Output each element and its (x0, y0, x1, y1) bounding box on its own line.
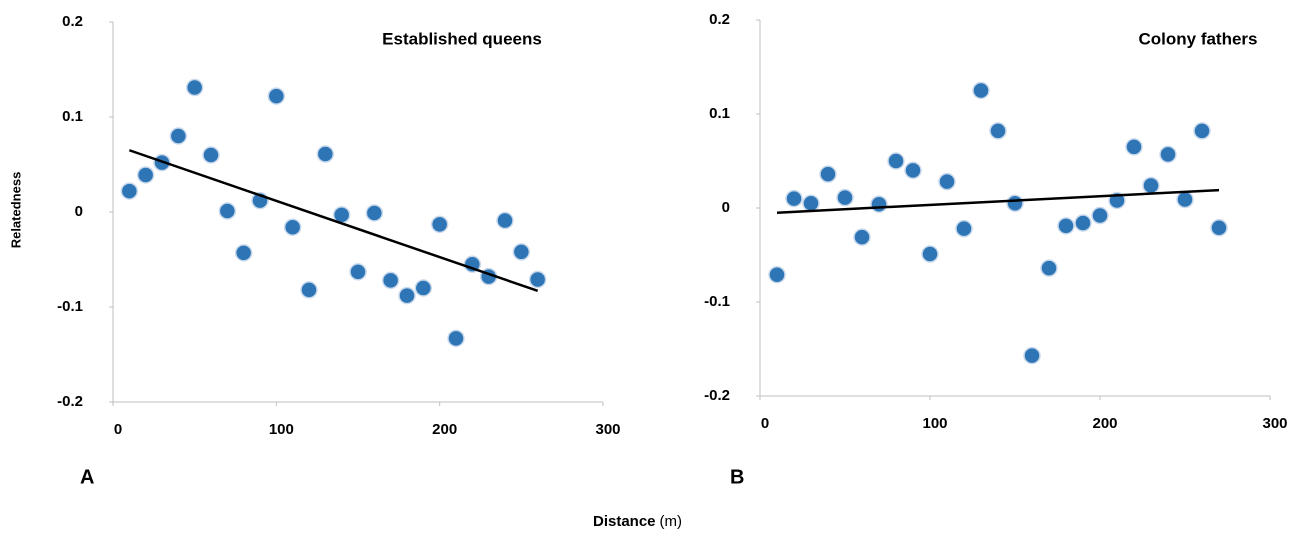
point (398, 286, 416, 305)
y-tick-label: 0 (75, 203, 83, 220)
x-tick-label: 200 (432, 421, 457, 438)
point (267, 87, 286, 105)
y-tick-label: 0.2 (709, 11, 730, 28)
trend-line (128, 149, 539, 293)
point (938, 172, 956, 191)
x-tick-label: 300 (595, 421, 620, 438)
point (1006, 194, 1024, 213)
point (768, 265, 786, 284)
y-tick-label: -0.2 (704, 387, 730, 404)
trend-line (776, 188, 1220, 214)
point (1074, 214, 1092, 232)
point (1125, 138, 1143, 156)
point (972, 81, 990, 100)
point (1159, 145, 1177, 164)
point (447, 329, 465, 348)
point (921, 245, 939, 263)
point (1176, 190, 1194, 209)
x-tick-label: 100 (269, 421, 294, 438)
point (1142, 176, 1160, 195)
point (316, 145, 335, 163)
y-tick-label: -0.2 (57, 393, 83, 410)
point (528, 270, 547, 289)
point (169, 127, 188, 145)
point (496, 211, 514, 230)
y-axis-label: Relatedness (8, 172, 23, 249)
point (785, 189, 803, 208)
x-tick-label: 200 (1092, 415, 1117, 432)
point (887, 152, 905, 170)
y-tick-label: 0.2 (62, 13, 83, 30)
panel-label: A (80, 466, 94, 488)
x-axis-label-name: Distance (593, 513, 656, 530)
x-tick-label: 0 (114, 421, 122, 438)
point (202, 146, 220, 164)
chart-title: Established queens (382, 29, 542, 48)
point (283, 218, 302, 236)
point (1091, 206, 1109, 225)
point (802, 194, 820, 213)
point (430, 215, 449, 234)
point (365, 204, 384, 222)
y-tick-label: -0.1 (57, 298, 83, 315)
point (955, 219, 973, 238)
point (414, 279, 433, 297)
point (185, 78, 204, 97)
point (870, 195, 888, 213)
panel-label: B (730, 466, 744, 488)
x-axis-label: Distance (m) (593, 513, 682, 530)
y-tick-label: -0.1 (704, 293, 730, 310)
point (381, 271, 400, 290)
y-tick-label: 0.1 (62, 108, 83, 125)
x-tick-label: 0 (761, 415, 769, 432)
point (300, 281, 318, 299)
point (819, 165, 837, 183)
point (120, 182, 139, 200)
y-tick-label: 0.1 (709, 105, 730, 122)
x-tick-label: 300 (1262, 415, 1287, 432)
y-tick-label: 0 (722, 199, 730, 216)
point (234, 244, 253, 262)
x-axis-label-unit: (m) (660, 513, 683, 530)
point (136, 166, 155, 184)
point (1057, 217, 1075, 235)
point (218, 202, 237, 220)
chart-title: Colony fathers (1138, 29, 1257, 48)
point (836, 188, 854, 207)
point (904, 161, 922, 180)
point (1210, 218, 1228, 237)
point (1040, 259, 1058, 277)
point (512, 243, 531, 261)
point (1193, 122, 1211, 140)
x-tick-label: 100 (922, 415, 947, 432)
point (989, 122, 1007, 140)
point (1023, 346, 1041, 365)
point (853, 228, 871, 246)
point (349, 263, 367, 281)
